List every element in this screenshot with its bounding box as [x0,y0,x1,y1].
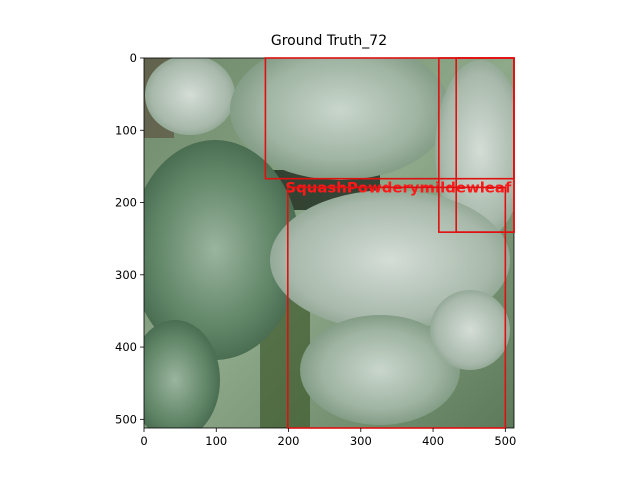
leaf-photo [144,58,514,428]
y-tick-label: 500 [115,412,137,426]
bounding-box [287,186,507,429]
x-tick-label: 200 [278,434,300,448]
y-tick-label: 0 [130,51,137,65]
x-axis: 0 100 200 300 400 500 [140,428,516,448]
x-tick-label: 0 [140,434,147,448]
bounding-box [455,57,515,233]
bounding-boxes: SquashPowderymildewleaf [264,57,515,429]
y-tick-label: 200 [115,196,137,210]
x-tick-label: 400 [422,434,444,448]
x-tick-label: 500 [494,434,516,448]
y-axis: 0 100 200 300 400 500 [115,51,144,426]
box-label: SquashPowderymildewleaf [285,181,512,197]
figure-title: Ground Truth_72 [270,33,388,49]
x-tick-label: 100 [205,434,227,448]
y-tick-label: 300 [115,268,137,282]
x-tick-label: 300 [350,434,372,448]
y-tick-label: 100 [115,123,137,137]
y-tick-label: 400 [115,340,137,354]
